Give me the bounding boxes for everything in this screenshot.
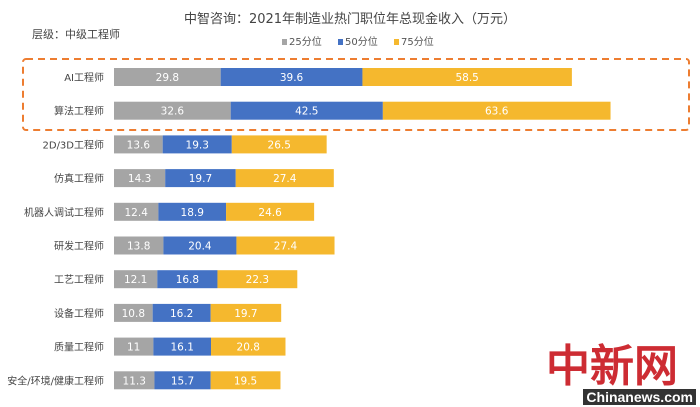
data-label: 24.6 xyxy=(258,207,282,219)
bar-segment xyxy=(211,337,286,356)
legend-label: 50分位 xyxy=(345,35,378,48)
data-label: 27.4 xyxy=(273,173,297,185)
data-label: 15.7 xyxy=(171,375,194,387)
data-label: 32.6 xyxy=(161,106,185,118)
data-label: 12.1 xyxy=(124,274,147,286)
data-label: 26.5 xyxy=(268,139,291,151)
data-label: 11 xyxy=(127,342,140,354)
highlight-box xyxy=(22,58,690,131)
legend-label: 75分位 xyxy=(401,35,434,48)
category-label: 研发工程师 xyxy=(54,240,104,253)
data-label: 20.4 xyxy=(188,241,212,253)
data-label: 13.8 xyxy=(127,241,150,253)
data-label: 29.8 xyxy=(156,72,179,84)
data-label: 11.3 xyxy=(123,375,146,387)
data-label: 19.3 xyxy=(186,139,209,151)
bar-segment xyxy=(362,68,572,86)
bar-segment xyxy=(153,337,212,356)
data-label: 19.7 xyxy=(189,173,212,185)
legend-label: 25分位 xyxy=(289,35,322,48)
bar-segment xyxy=(210,303,282,322)
category-label: 工艺工程师 xyxy=(54,273,104,286)
legend-swatch xyxy=(394,39,399,45)
bar-segment xyxy=(157,270,218,289)
bar-segment xyxy=(210,371,281,390)
data-label: 27.4 xyxy=(274,241,298,253)
category-label: 2D/3D工程师 xyxy=(43,138,105,151)
chart-subtitle: 层级：中级工程师 xyxy=(32,28,120,41)
bar-segment xyxy=(165,169,236,188)
bar-segment xyxy=(152,303,211,322)
bar-segment xyxy=(114,236,164,255)
data-label: 19.7 xyxy=(234,308,257,320)
bar-segment xyxy=(231,135,327,154)
data-label: 20.8 xyxy=(237,342,260,354)
bar-segment xyxy=(114,169,166,188)
data-label: 16.2 xyxy=(170,308,193,320)
chart-title: 中智咨询：2021年制造业热门职位年总现金收入（万元） xyxy=(183,12,517,27)
data-label: 58.5 xyxy=(455,72,478,84)
bar-segment xyxy=(382,101,611,120)
bar-segment xyxy=(236,236,335,255)
data-label: 12.4 xyxy=(125,207,149,219)
bar-segment xyxy=(217,270,298,289)
bar-segment xyxy=(154,371,211,390)
data-label: 19.5 xyxy=(234,375,257,387)
data-label: 42.5 xyxy=(295,106,318,118)
category-label: 质量工程师 xyxy=(54,341,104,354)
watermark-site: Chinanews.com xyxy=(583,389,696,405)
category-label: 仿真工程师 xyxy=(54,172,104,185)
data-label: 18.9 xyxy=(181,207,204,219)
bar-segment xyxy=(114,270,158,289)
category-label: 设备工程师 xyxy=(54,307,104,320)
bar-segment xyxy=(114,135,163,154)
category-label: AI工程师 xyxy=(64,71,104,84)
watermark-logo: 中新网 xyxy=(546,341,678,392)
bar-segment xyxy=(114,303,153,322)
data-label: 14.3 xyxy=(128,173,151,185)
data-label: 16.1 xyxy=(171,342,194,354)
bar-segment xyxy=(114,68,221,86)
bar-segment xyxy=(114,371,155,390)
bar-segment xyxy=(114,337,154,356)
bar-segment xyxy=(162,135,232,154)
legend-swatch xyxy=(338,39,343,45)
bar-segment xyxy=(235,169,334,188)
legend-swatch xyxy=(282,39,287,45)
bar-segment xyxy=(163,236,237,255)
category-label: 算法工程师 xyxy=(54,105,104,118)
bar-segment xyxy=(220,68,363,86)
data-label: 10.8 xyxy=(122,308,145,320)
bar-segment xyxy=(226,202,315,221)
data-label: 39.6 xyxy=(280,72,304,84)
data-label: 22.3 xyxy=(246,274,269,286)
data-label: 16.8 xyxy=(176,274,199,286)
category-label: 机器人调试工程师 xyxy=(24,206,104,219)
bar-segment xyxy=(114,202,159,221)
category-label: 安全/环境/健康工程师 xyxy=(7,374,104,387)
data-label: 63.6 xyxy=(485,106,509,118)
data-label: 13.6 xyxy=(127,139,151,151)
bar-segment xyxy=(114,101,231,120)
bar-segment xyxy=(158,202,227,221)
bar-segment xyxy=(230,101,383,120)
